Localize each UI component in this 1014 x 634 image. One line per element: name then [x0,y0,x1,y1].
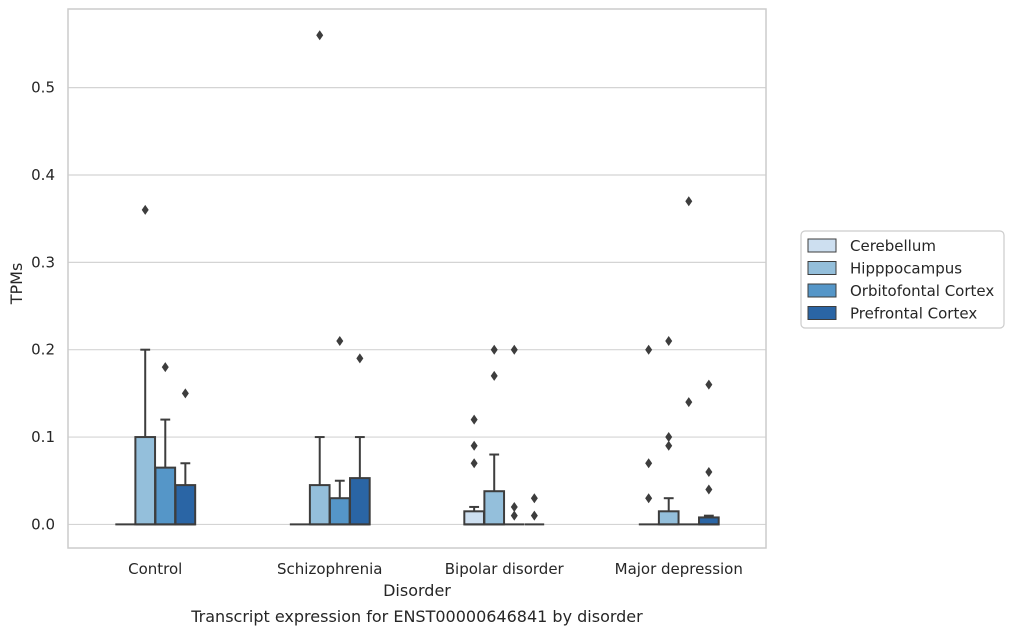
outlier-point [142,205,149,215]
grid-lines [68,88,766,525]
x-tick-label: Control [128,560,182,578]
outlier-point [665,432,672,442]
box-body [659,511,679,524]
outlier-point [336,336,343,346]
box-2-0 [464,415,484,525]
box-2-3 [525,493,545,524]
box-0-3 [176,388,196,524]
outlier-point [705,380,712,390]
legend-swatch [808,284,836,297]
y-tick-labels: 0.0 0.1 0.2 0.3 0.4 0.5 [31,79,55,534]
outlier-point [182,388,189,398]
outlier-point [511,502,518,512]
legend-label: Orbitofontal Cortex [850,282,994,300]
legend-swatch [808,239,836,252]
legend: Cerebellum Hipppocampus Orbitofontal Corte… [801,231,1004,328]
outlier-point [705,467,712,477]
outlier-point [645,458,652,468]
x-tick-label: Bipolar disorder [445,560,565,578]
box-1-2 [330,336,350,524]
box-body [330,498,350,524]
box-1-3 [350,353,370,524]
box-body [176,485,196,524]
outlier-point [665,441,672,451]
box-1-1 [310,30,330,524]
outlier-point [685,196,692,206]
box-2-2 [504,345,524,525]
outlier-point [471,415,478,425]
outlier-point [511,345,518,355]
box-body [350,478,370,524]
box-body [310,485,330,524]
box-body [155,468,175,525]
y-tick-label: 0.4 [31,166,55,184]
y-tick-label: 0.3 [31,253,55,271]
outlier-point [645,493,652,503]
outlier-point [665,336,672,346]
box-layer [115,30,718,524]
outlier-point [491,371,498,381]
outlier-point [645,345,652,355]
box-0-1 [135,205,155,524]
x-tick-label: Schizophrenia [277,560,382,578]
outlier-point [685,397,692,407]
outlier-point [491,345,498,355]
y-tick-label: 0.2 [31,341,55,359]
outlier-point [471,441,478,451]
legend-label: Prefrontal Cortex [850,305,977,323]
chart-caption: Transcript expression for ENST0000064684… [190,607,643,626]
outlier-point [471,458,478,468]
box-3-3 [699,380,719,525]
outlier-point [162,362,169,372]
outlier-point [511,511,518,521]
box-2-1 [484,345,504,525]
box-3-2 [679,196,699,524]
y-tick-label: 0.1 [31,428,55,446]
y-axis-title: TPMs [7,263,26,306]
legend-label: Cerebellum [850,237,936,255]
x-axis-title: Disorder [383,581,451,600]
box-body [699,517,719,524]
y-tick-label: 0.5 [31,79,55,97]
box-body [464,511,484,524]
y-tick-label: 0.0 [31,515,55,533]
outlier-point [531,493,538,503]
outlier-point [356,353,363,363]
legend-swatch [808,307,836,320]
box-body [484,491,504,524]
legend-label: Hipppocampus [850,260,962,278]
box-3-0 [639,345,659,525]
box-3-1 [659,336,679,524]
box-plot-chart: 0.0 0.1 0.2 0.3 0.4 0.5 Control Schizophrenia B… [0,0,1014,634]
x-tick-label: Major depression [615,560,743,578]
legend-swatch [808,262,836,275]
box-body [135,437,155,524]
outlier-point [531,511,538,521]
outlier-point [705,484,712,494]
box-0-2 [155,362,175,524]
x-tick-labels: Control Schizophrenia Bipolar disorder Majo… [128,560,743,578]
outlier-point [316,30,323,40]
